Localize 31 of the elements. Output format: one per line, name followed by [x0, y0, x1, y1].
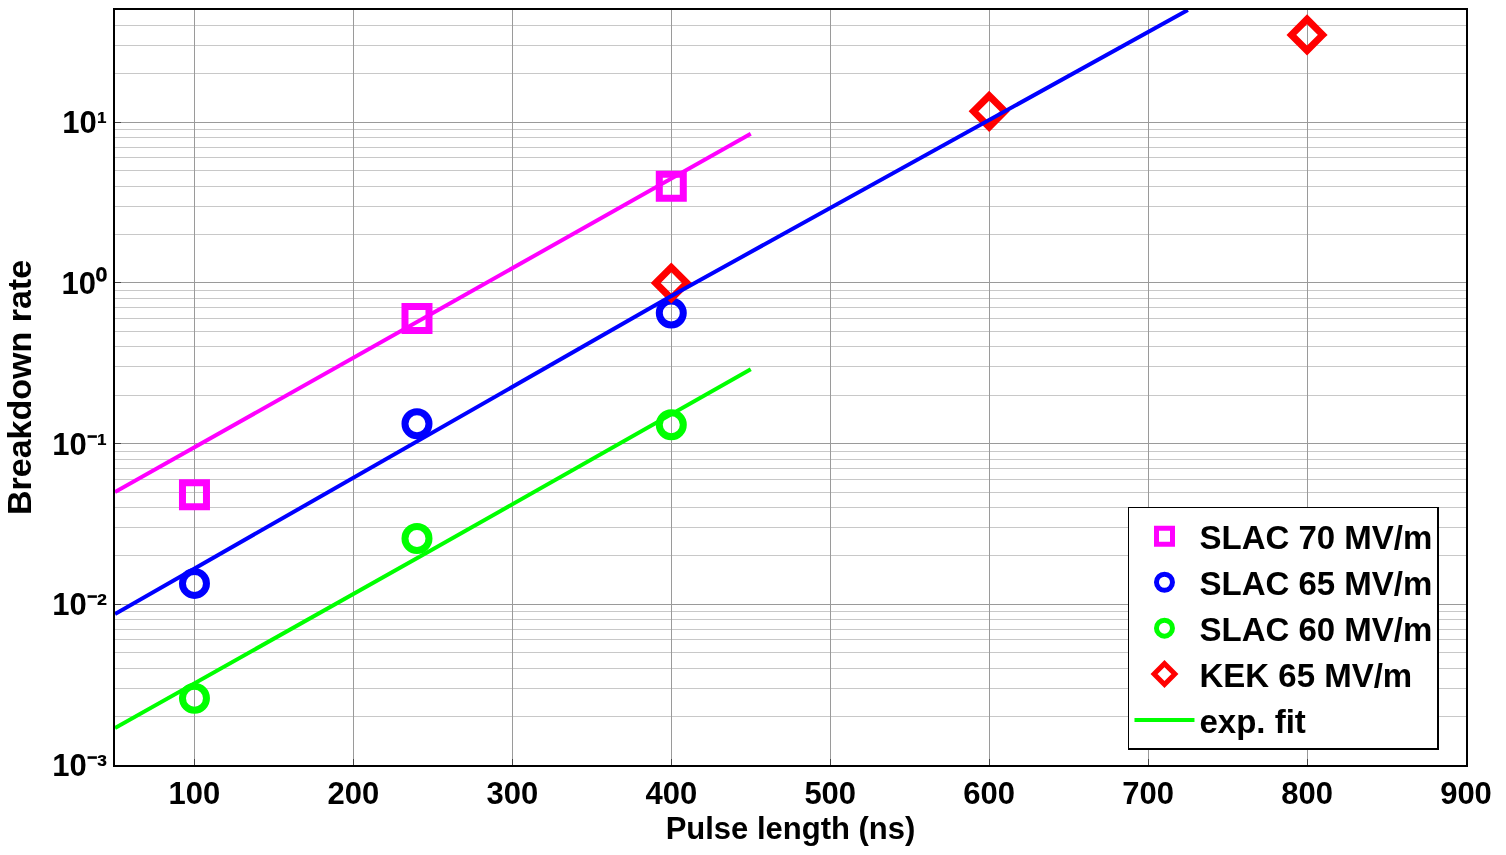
x-tick-label: 700: [1122, 775, 1174, 811]
x-tick-label: 800: [1281, 775, 1333, 811]
point: [1287, 15, 1327, 54]
legend-label: exp. fit: [1199, 702, 1306, 740]
x-tick-label: 600: [963, 775, 1016, 811]
point: [401, 408, 433, 440]
y-tick-label: 10⁰: [61, 265, 108, 301]
x-axis-title: Pulse length (ns): [665, 810, 916, 846]
legend-label: KEK 65 MV/m: [1199, 656, 1413, 694]
y-tick-label: 10⁻²: [52, 587, 108, 623]
point: [655, 170, 687, 202]
x-tick-label: 100: [168, 775, 221, 811]
x-tick-label: 300: [486, 775, 539, 811]
y-tick-label: 10⁻¹: [52, 426, 108, 462]
y-tick-label: 10¹: [62, 105, 108, 141]
point: [178, 567, 210, 599]
point: [401, 522, 433, 554]
x-tick-label: 200: [327, 775, 380, 811]
point: [178, 682, 210, 714]
x-tick-label: 500: [804, 775, 857, 811]
legend-label: SLAC 65 MV/m: [1199, 565, 1433, 603]
y-axis-title: Breakdown rate: [0, 259, 38, 516]
x-tick-label: 400: [645, 775, 698, 811]
point: [655, 297, 687, 329]
point: [178, 479, 210, 511]
y-tick-label: 10⁻³: [52, 747, 108, 783]
x-tick-label: 900: [1440, 775, 1492, 811]
point: [655, 409, 687, 441]
point: [401, 303, 433, 335]
legend-label: SLAC 60 MV/m: [1199, 611, 1433, 649]
legend-label: SLAC 70 MV/m: [1199, 519, 1433, 557]
